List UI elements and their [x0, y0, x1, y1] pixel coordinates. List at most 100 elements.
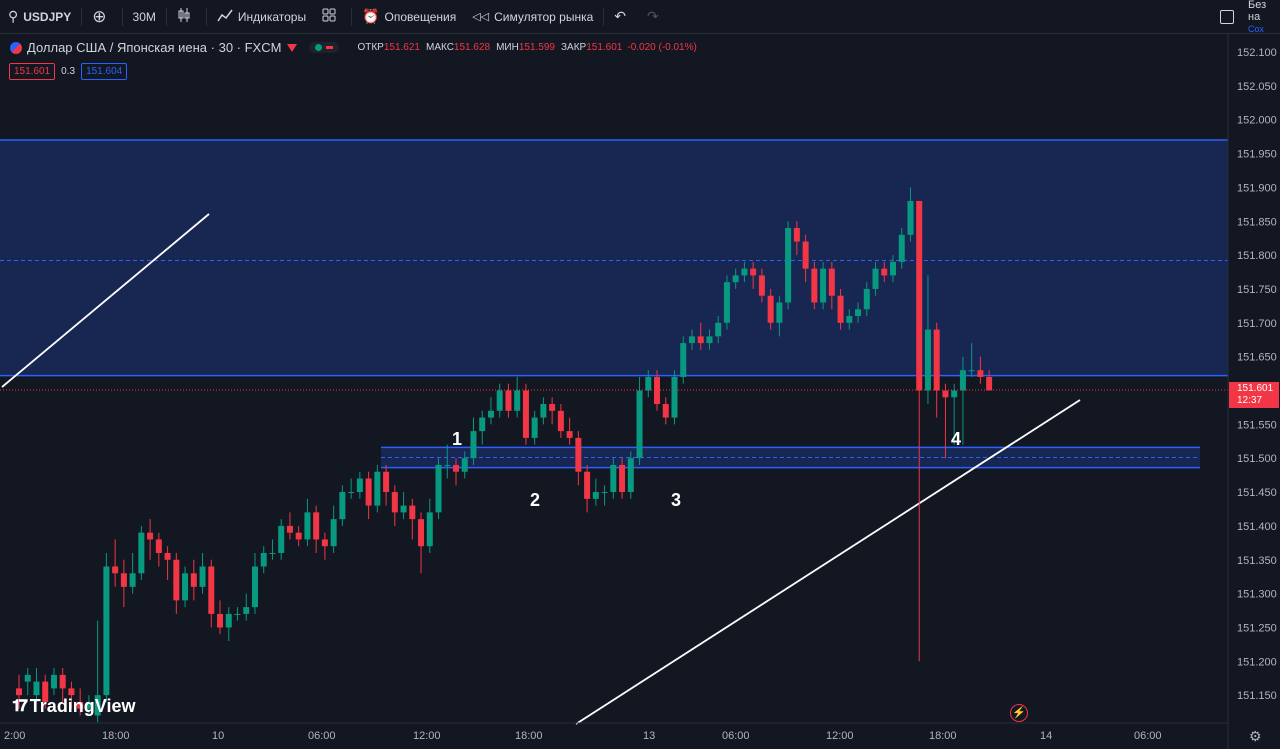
candle	[977, 356, 984, 384]
candle	[50, 668, 57, 696]
chart-type-button[interactable]	[169, 0, 204, 33]
candle	[304, 498, 311, 547]
time-tick-label: 18:00	[102, 730, 130, 742]
candle	[461, 451, 468, 479]
price-tick-label: 152.100	[1237, 47, 1277, 59]
time-tick-label: 18:00	[929, 730, 957, 742]
fullscreen-icon	[1220, 9, 1234, 24]
symbol-search[interactable]: ⚲ USDJPY	[0, 0, 79, 33]
indicators-button[interactable]: Индикаторы	[209, 0, 314, 33]
candle	[627, 451, 634, 499]
time-tick-label: 10	[212, 730, 224, 742]
save-area[interactable]: Без на Сох	[1220, 0, 1280, 35]
price-tick-label: 151.900	[1237, 182, 1277, 194]
market-status[interactable]	[309, 42, 340, 53]
undo-button[interactable]: ↶	[606, 0, 639, 33]
candle	[881, 261, 888, 283]
candle	[374, 464, 381, 513]
candle	[313, 505, 320, 553]
symbol-label: USDJPY	[23, 9, 72, 24]
candle	[453, 458, 459, 486]
candle	[59, 668, 66, 702]
flag-icon[interactable]	[287, 43, 298, 52]
save-status: Без на Сох	[1248, 0, 1280, 35]
zone-1[interactable]	[0, 140, 1228, 376]
candle	[741, 261, 748, 283]
indicators-icon	[217, 8, 233, 25]
candle	[907, 187, 914, 242]
candle	[77, 688, 84, 716]
candle	[147, 519, 154, 560]
compare-button[interactable]: ⊕	[84, 0, 119, 33]
price-tick-label: 152.000	[1237, 115, 1277, 127]
price-axis: 152.100 152.050 152.000 151.950 151.900 151.8…	[1237, 47, 1277, 702]
change-value: -0.020 (-0.01%)	[627, 42, 697, 53]
candle	[924, 275, 931, 405]
interval-button[interactable]: 30M	[125, 0, 164, 33]
redo-button[interactable]: ↷	[639, 0, 672, 33]
time-tick-label: 06:00	[1134, 730, 1162, 742]
candle	[42, 674, 49, 709]
candle	[968, 343, 975, 377]
candle	[321, 532, 328, 560]
time-tick-label: 14	[1040, 730, 1052, 742]
close-value: 151.601	[586, 42, 623, 53]
candle	[199, 552, 206, 594]
candle	[409, 498, 416, 540]
lightning-icon[interactable]: ⚡	[1010, 704, 1028, 722]
sell-button[interactable]: 151.601	[9, 63, 56, 80]
trendline-lower[interactable]	[575, 399, 1081, 725]
price-tick-label: 151.200	[1237, 656, 1277, 668]
candle	[557, 404, 564, 438]
candle	[16, 674, 22, 709]
replay-label: Симулятор рынка	[494, 9, 594, 24]
candle	[662, 397, 669, 425]
candle	[155, 532, 162, 567]
alerts-button[interactable]: ⏰ Оповещения	[354, 0, 464, 33]
candle	[916, 200, 923, 662]
replay-button[interactable]: ◁◁ Симулятор рынка	[464, 0, 601, 33]
candle	[251, 552, 258, 614]
candle	[487, 397, 494, 425]
symbol-title[interactable]: Доллар США / Японская иена · 30 · FXCM	[27, 40, 282, 55]
alarm-clock-icon: ⏰	[362, 8, 380, 24]
buy-button[interactable]: 151.604	[81, 63, 128, 80]
price-chart[interactable]: 152.100 152.050 152.000 151.950 151.900 151.8…	[0, 34, 1280, 749]
candle	[619, 458, 626, 499]
candle	[776, 295, 783, 337]
candle	[767, 288, 774, 330]
candle	[890, 255, 896, 283]
candle	[584, 464, 591, 513]
candle	[269, 539, 276, 560]
divider	[351, 7, 353, 26]
candle	[758, 268, 765, 303]
candle	[435, 458, 442, 520]
chart-legend: Доллар США / Японская иена · 30 · FXCM О…	[10, 40, 697, 55]
price-tick-label: 151.400	[1237, 521, 1277, 533]
price-tick-label: 151.500	[1237, 453, 1277, 465]
candle	[348, 478, 355, 499]
candle	[846, 309, 853, 330]
candle	[505, 383, 512, 418]
divider	[603, 7, 605, 26]
settings-gear-icon[interactable]: ⚙	[1249, 728, 1262, 744]
search-icon: ⚲	[8, 8, 19, 24]
time-tick-label: 12:00	[826, 730, 854, 742]
candle	[164, 546, 171, 581]
tradingview-logo[interactable]: 𝟏𝟕 TradingView	[12, 696, 136, 717]
trendline-upper[interactable]	[1, 213, 210, 388]
candle	[356, 471, 363, 499]
trade-buttons: 151.601 0.3 151.604	[9, 63, 128, 80]
candle	[129, 552, 136, 594]
layouts-button[interactable]	[314, 0, 349, 33]
candle	[610, 458, 617, 499]
candle	[68, 681, 75, 709]
candle	[217, 600, 224, 635]
candle	[715, 316, 722, 344]
candle	[706, 329, 713, 350]
candle	[951, 383, 958, 445]
candle	[645, 370, 652, 398]
spread-value: 0.3	[61, 66, 76, 77]
grid-icon	[322, 8, 336, 25]
candle	[811, 261, 818, 310]
